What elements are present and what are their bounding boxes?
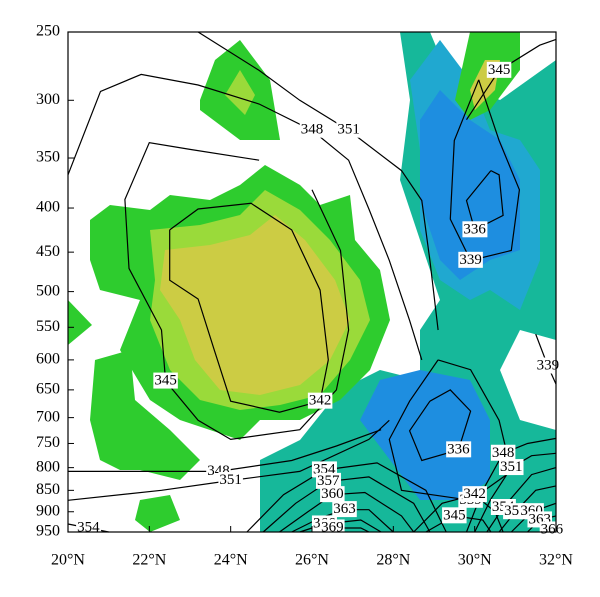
contour-label-bg [299,121,325,138]
contour-label-bg [535,357,561,374]
shade-green [135,495,180,532]
contour-label: 366 [541,521,564,537]
contour-label-bg [462,486,487,503]
contour-label: 345 [488,62,511,78]
x-tick-label: 32°N [539,552,573,569]
contour-label-bg [307,392,333,409]
contour-label: 369 [321,519,344,535]
contour-label: 351 [219,472,242,488]
contour-line [279,491,415,533]
x-tick-label: 24°N [214,552,248,569]
contour-label-bg [539,521,565,538]
contour-label: 342 [463,486,486,502]
contour-line [124,142,350,441]
y-tick-label: 950 [36,523,60,540]
contour-line [465,170,504,231]
y-tick-label: 600 [36,351,60,368]
y-tick-label: 350 [36,149,60,166]
contour-label-bg [332,501,357,518]
contour-label: 363 [333,501,356,517]
y-tick-label: 250 [36,23,60,40]
contour-line [425,515,492,533]
contour-line [486,467,557,533]
contour-line [498,485,557,533]
contour-label: 342 [309,393,332,409]
contour-label-bg [446,441,472,458]
contour-label: 351 [500,459,523,475]
contour-label-bg [486,61,512,78]
y-tick-label: 400 [36,199,60,216]
y-tick-label: 700 [36,408,60,425]
contour-label-bg [153,372,178,389]
contour-label: 348 [492,445,515,461]
contour-label: 345 [154,373,177,389]
contour-label-bg [336,121,361,138]
contour-line [67,419,390,501]
contour-label-bg [499,459,524,476]
contour-label-bg [218,471,243,488]
shade-green [68,300,92,345]
y-tick-label: 550 [36,318,60,335]
contour-label: 339 [459,252,482,268]
shade-green [90,350,200,480]
x-tick-label: 30°N [458,552,492,569]
shade-lightgreen [225,70,255,115]
contour-line [68,429,382,472]
contours: 3483513453423393363393363483513543573603… [67,31,565,538]
contour-label: 360 [321,486,344,502]
contour-label-bg [490,444,516,461]
contour-label: 345 [443,507,466,523]
contour-label-bg [458,251,483,268]
x-tick-label: 26°N [295,552,329,569]
x-tick-label: 28°N [376,552,410,569]
contour-label-bg [320,486,345,503]
contour-line [197,31,439,331]
x-tick-label: 22°N [132,552,166,569]
axes: 20°N 22°N 24°N 26°N 28°N 30°N 32°N 250 300 350 400… [36,23,573,569]
contour-label: 354 [77,519,100,535]
shade-yellow [160,215,350,395]
shade-blue [360,370,490,500]
y-tick-label: 800 [36,458,60,475]
y-tick-label: 300 [36,91,60,108]
contour-line [246,462,447,533]
y-tick-label: 650 [36,381,60,398]
contour-label: 336 [463,221,486,237]
shade-blue [420,90,520,280]
y-tick-label: 850 [36,481,60,498]
contour-line [465,38,557,121]
contour-label: 336 [447,441,470,457]
shading [68,32,556,532]
y-tick-label: 450 [36,243,60,260]
x-tick-label: 20°N [51,552,85,569]
contour-label: 339 [537,358,560,374]
contour-line [262,476,431,533]
contour-label-bg [442,507,467,524]
contour-label-bg [462,221,488,238]
y-tick-label: 900 [36,502,60,519]
contour-label: 357 [317,473,340,489]
contour-label: 351 [337,122,360,138]
contour-line [449,79,521,262]
y-tick-label: 500 [36,282,60,299]
contour-label: 348 [301,122,324,138]
y-tick-label: 750 [36,434,60,451]
contour-label-bg [316,472,342,489]
